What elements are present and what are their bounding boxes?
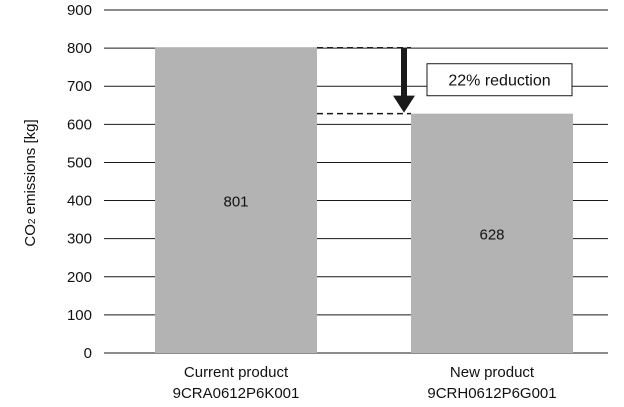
y-tick-label-800: 800 [67,40,92,57]
bars [155,47,573,353]
y-tick-label-100: 100 [67,307,92,324]
y-tick-label-200: 200 [67,269,92,286]
y-tick-label-500: 500 [67,154,92,171]
category-label-2-line2: 9CRH0612P6G001 [427,385,556,402]
reduction-label: 22% reduction [448,73,550,90]
category-labels: Current product 9CRA0612P6K001 New product… [173,364,557,402]
y-tick-labels: 0 100 200 300 400 500 600 700 800 900 [67,2,92,362]
category-label-1-line2: 9CRA0612P6K001 [173,385,300,402]
reduction-label-box [426,63,573,97]
category-label-1-line1: Current product [184,364,289,381]
y-tick-label-900: 900 [67,2,92,19]
y-tick-label-700: 700 [67,78,92,95]
category-label-2-line1: New product [450,364,535,381]
reduction-annotation: 22% reduction [317,46,573,115]
reduction-arrow-head [393,95,415,113]
y-tick-label-300: 300 [67,231,92,248]
y-tick-label-400: 400 [67,193,92,210]
bar-2 [411,113,573,353]
value-labels: 801 628 [223,193,504,243]
y-tick-label-600: 600 [67,116,92,133]
bar-value-label-2: 628 [479,226,504,243]
y-tick-label-0: 0 [84,345,92,362]
bar-value-label-1: 801 [223,193,248,210]
y-axis-title: CO2 emissions [kg] [22,119,39,246]
bar-1 [155,47,317,353]
